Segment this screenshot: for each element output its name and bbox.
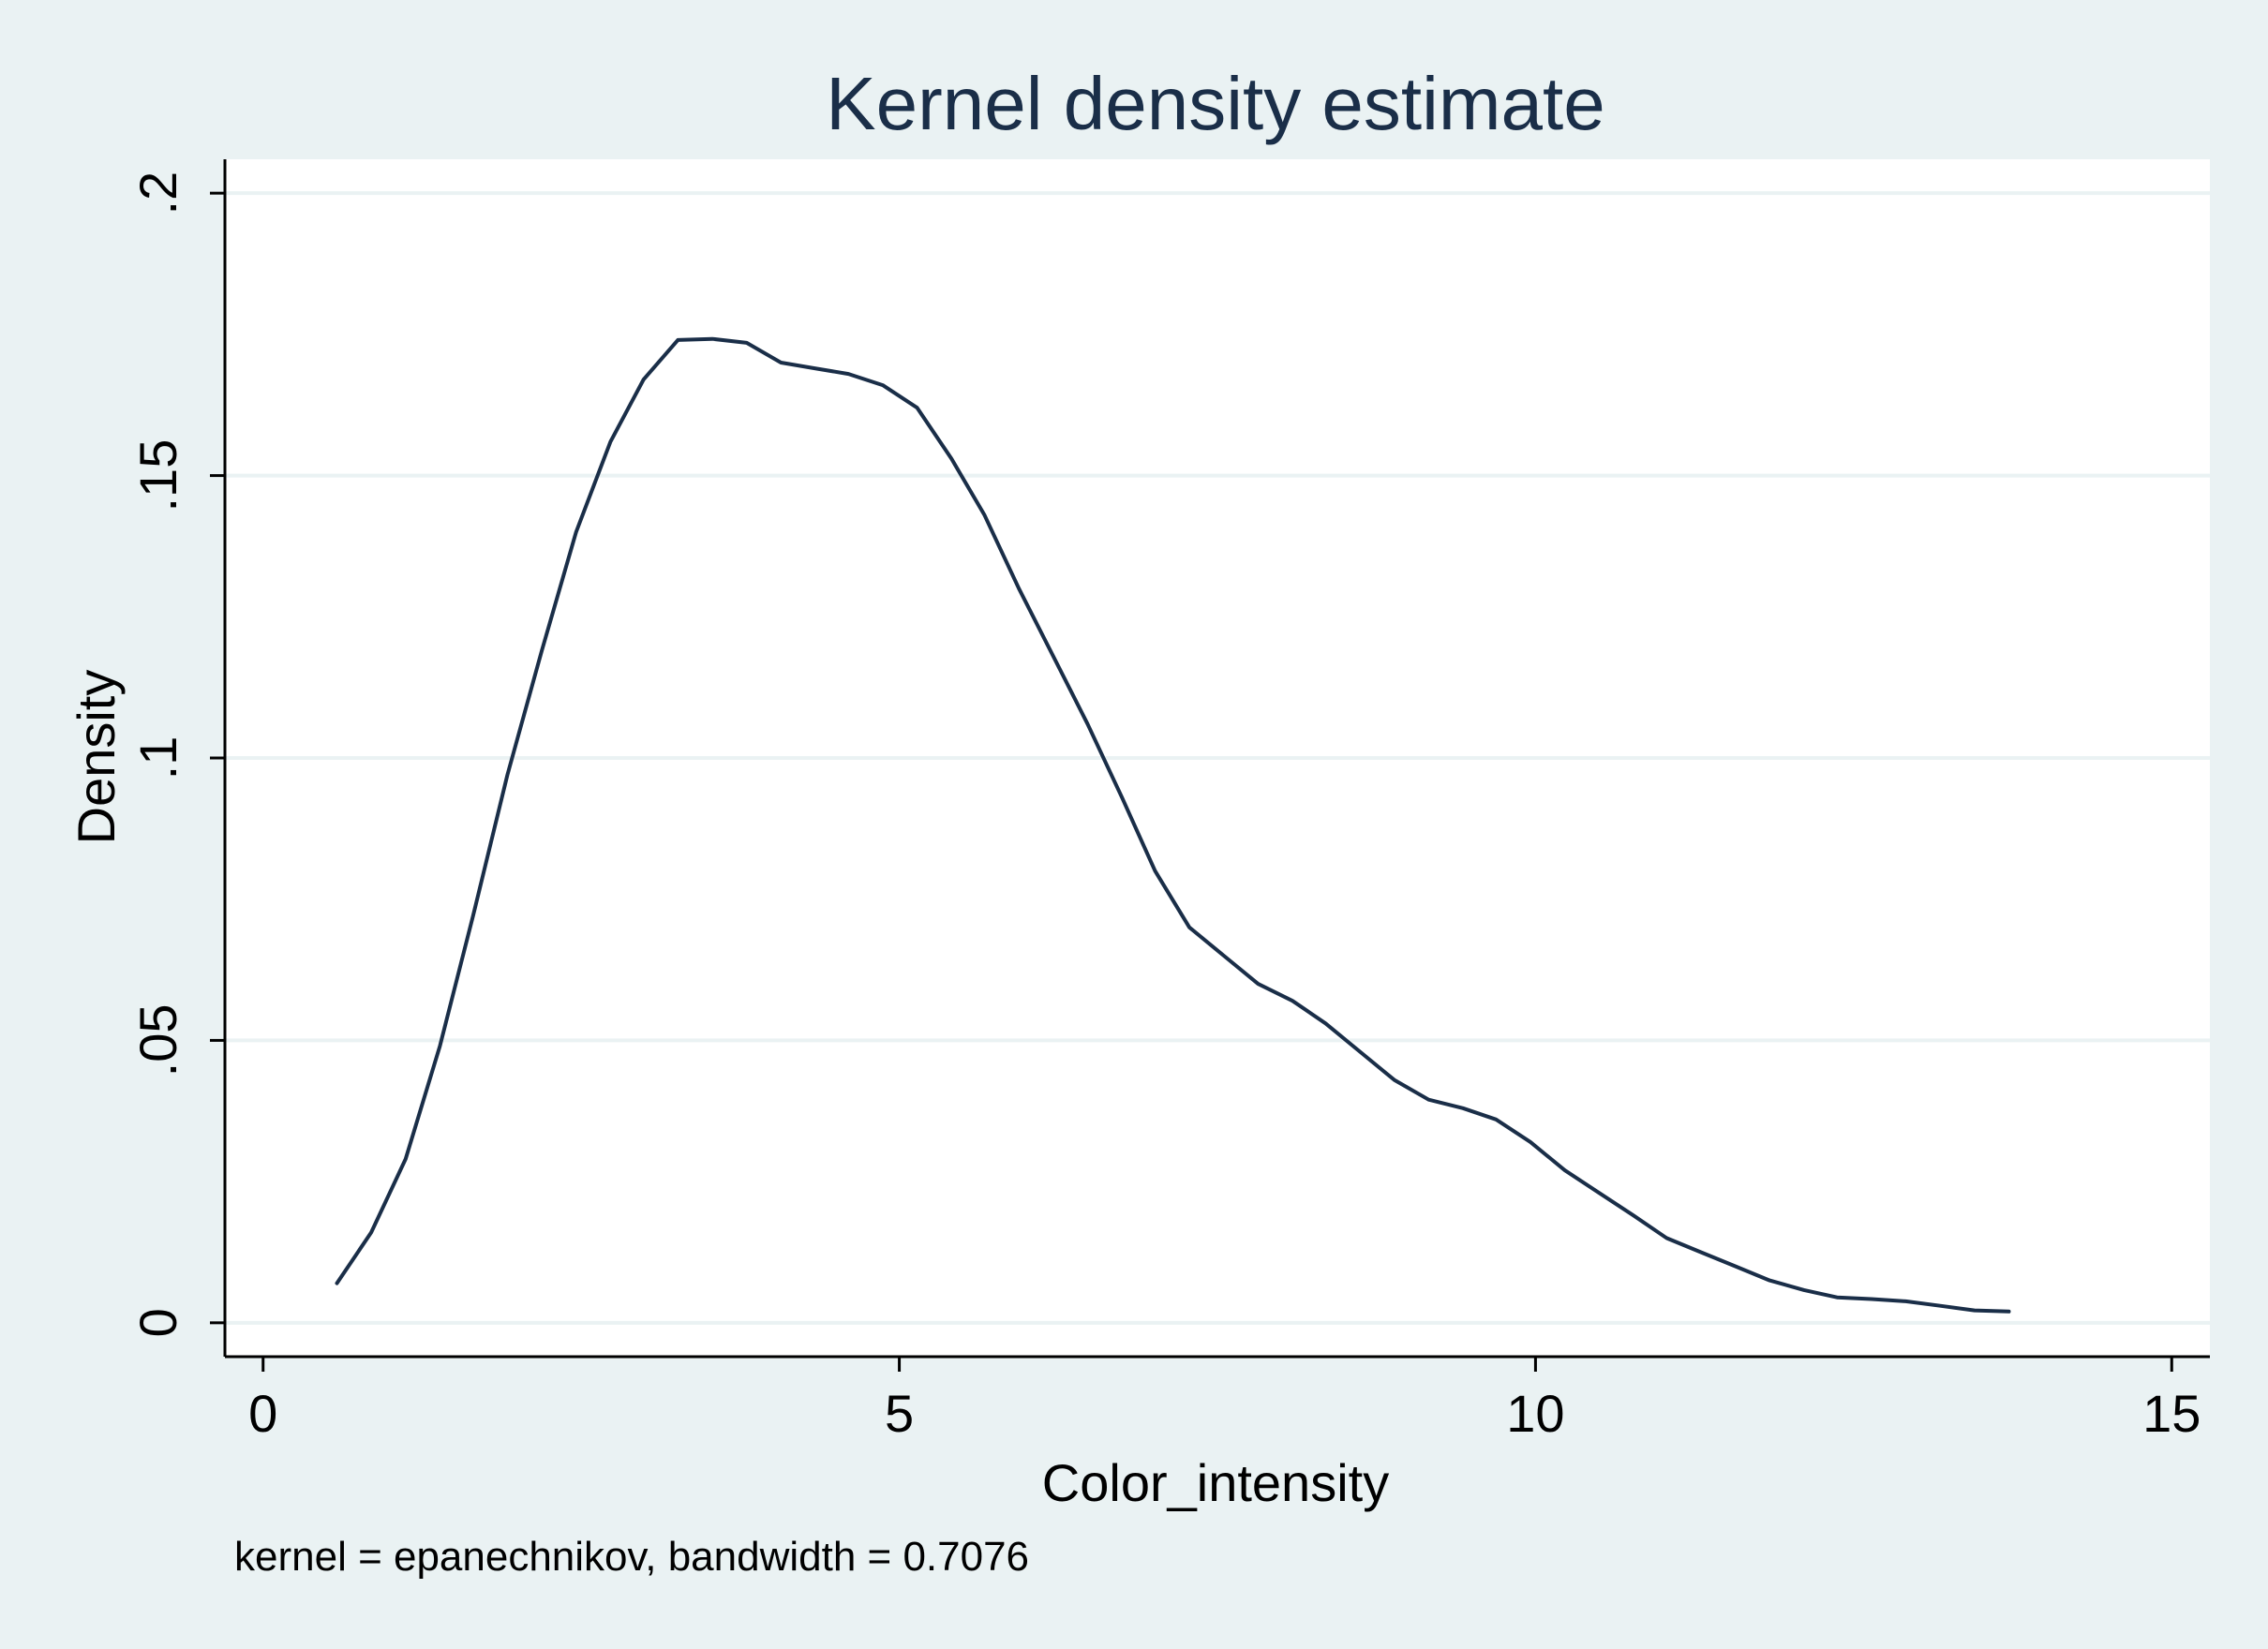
chart-note: kernel = epanechnikov, bandwidth = 0.707… (234, 1534, 1029, 1580)
x-tick-label: 10 (1506, 1384, 1564, 1443)
tick-marks: 0 .05 .1 .15 .2 0 5 10 15 (128, 171, 2201, 1443)
y-axis-label: Density (67, 670, 126, 845)
x-axis-label: Color_intensity (1042, 1453, 1389, 1512)
y-tick-label: .05 (128, 1003, 187, 1077)
data-layer (335, 336, 2011, 1314)
y-tick-label: .2 (128, 171, 187, 215)
y-tick-label: 0 (128, 1308, 187, 1337)
x-tick-label: 0 (248, 1384, 277, 1443)
gridlines (225, 191, 2210, 1325)
chart-title: Kernel density estimate (826, 62, 1605, 145)
density-curve (335, 336, 2011, 1314)
x-tick-label: 15 (2142, 1384, 2201, 1443)
x-tick-label: 5 (885, 1384, 914, 1443)
y-tick-label: .15 (128, 439, 187, 513)
y-tick-label: .1 (128, 736, 187, 780)
